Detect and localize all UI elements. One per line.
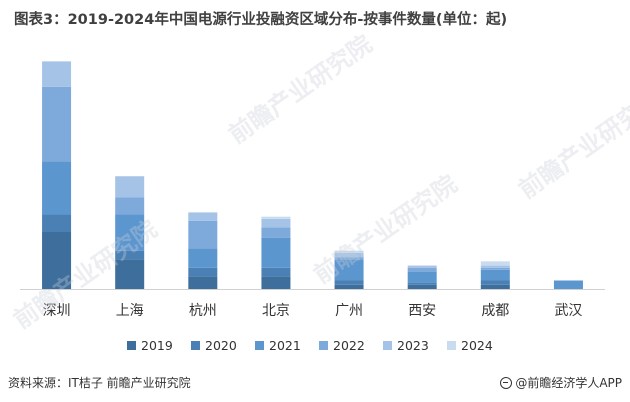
bar-segment-2022 xyxy=(334,257,364,260)
legend-label: 2020 xyxy=(205,338,237,353)
bar-segment-2023 xyxy=(42,61,72,87)
bar-segment-2022 xyxy=(115,197,145,215)
bar-segment-2020 xyxy=(480,280,510,285)
x-tick-label: 武汉 xyxy=(554,303,582,319)
bar-segment-2020 xyxy=(188,267,218,277)
bar-segment-2021 xyxy=(407,271,437,283)
bar-segment-2020 xyxy=(261,267,291,277)
bar-segment-2021 xyxy=(261,237,291,268)
legend-swatch-2021 xyxy=(255,341,264,350)
legend-swatch-2024 xyxy=(447,341,456,350)
bar-segment-2021 xyxy=(115,214,145,251)
bar-segment-2023 xyxy=(480,265,510,268)
brand-icon xyxy=(500,376,513,389)
x-tick-label: 西安 xyxy=(408,303,436,319)
legend-label: 2024 xyxy=(461,338,493,353)
bar-segment-2022 xyxy=(480,267,510,270)
legend-label: 2019 xyxy=(141,338,173,353)
bar-segment-2020 xyxy=(42,214,72,232)
legend-swatch-2023 xyxy=(383,341,392,350)
bar-segment-2020 xyxy=(407,282,437,285)
bar-segment-2024 xyxy=(480,261,510,266)
x-tick-label: 深圳 xyxy=(43,303,71,319)
x-tick-label: 杭州 xyxy=(189,303,217,319)
bar-segment-2024 xyxy=(334,250,364,253)
bar-segment-2022 xyxy=(42,86,72,162)
source-note: 资料来源：IT桔子 前瞻产业研究院 xyxy=(8,376,191,390)
bar-segment-2019 xyxy=(261,276,291,289)
chart-title: 图表3：2019-2024年中国电源行业投融资区域分布-按事件数量(单位：起) xyxy=(14,12,508,28)
bar-segment-2021 xyxy=(480,269,510,281)
brand-label: @前瞻经济学人APP xyxy=(515,376,622,390)
x-tick-label: 上海 xyxy=(116,303,144,319)
bar-segment-2019 xyxy=(334,284,364,289)
x-tick-label: 广州 xyxy=(335,303,363,319)
stacked-bar-chart: 深圳 上海 杭州 北京 广州 西安 成都 武汉 2019 2020 2021 2022 2023 2024 xyxy=(20,61,605,353)
bar-segment-2021 xyxy=(188,248,218,268)
legend-swatch-2020 xyxy=(191,341,200,350)
bar-segment-2021 xyxy=(334,259,364,281)
bar-segment-2021 xyxy=(42,161,72,215)
bar-segment-2022 xyxy=(261,227,291,238)
bar-segment-2024 xyxy=(261,216,291,219)
legend-label: 2022 xyxy=(333,338,365,353)
brand-credit: @前瞻经济学人APP xyxy=(500,374,622,391)
bar-segment-2019 xyxy=(42,231,72,289)
bar-segment-2023 xyxy=(261,218,291,228)
bar-segment-2019 xyxy=(480,284,510,289)
bar-segment-2023 xyxy=(334,252,364,258)
legend-swatch-2019 xyxy=(127,341,136,350)
bar-segment-2023 xyxy=(407,265,437,268)
bar-segment-2023 xyxy=(115,176,145,198)
x-tick-label: 北京 xyxy=(262,303,290,319)
bar-segment-2023 xyxy=(188,212,218,221)
legend-swatch-2022 xyxy=(319,341,328,350)
footer: 资料来源：IT桔子 前瞻产业研究院 @前瞻经济学人APP xyxy=(8,372,622,394)
legend-label: 2021 xyxy=(269,338,301,353)
bar-segment-2020 xyxy=(115,250,145,260)
bar-segment-2022 xyxy=(188,220,218,249)
bar-segment-2021 xyxy=(553,280,583,289)
bar-segment-2019 xyxy=(188,276,218,289)
bar-segment-2019 xyxy=(407,284,437,289)
bar-segment-2022 xyxy=(407,267,437,272)
bar-segment-2019 xyxy=(115,259,145,289)
x-tick-label: 成都 xyxy=(481,303,509,319)
legend-label: 2023 xyxy=(397,338,429,353)
bar-segment-2020 xyxy=(334,280,364,285)
